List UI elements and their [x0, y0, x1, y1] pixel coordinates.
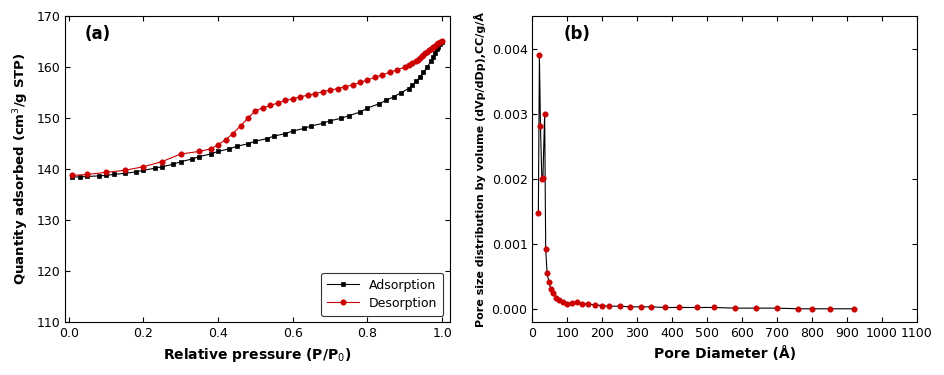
- Text: (b): (b): [564, 25, 590, 43]
- Line: Desorption: Desorption: [70, 38, 445, 178]
- Text: (a): (a): [84, 25, 110, 43]
- Adsorption: [407, 83, 418, 87]
- Y-axis label: Quantity adsorbed (cm$^3$/g STP): Quantity adsorbed (cm$^3$/g STP): [11, 53, 31, 285]
- Desorption: [429, 44, 440, 48]
- Adsorption: [343, 113, 354, 118]
- Adsorption: [250, 139, 261, 144]
- Adsorption: [380, 98, 392, 103]
- Adsorption: [362, 106, 373, 110]
- Adsorption: [336, 116, 347, 120]
- Adsorption: [224, 147, 235, 151]
- Adsorption: [403, 86, 414, 91]
- Adsorption: [325, 118, 336, 123]
- Desorption: [436, 38, 447, 43]
- Adsorption: [149, 166, 160, 171]
- Adsorption: [388, 94, 399, 99]
- Desorption: [392, 68, 403, 72]
- Adsorption: [194, 154, 205, 159]
- Adsorption: [108, 172, 119, 177]
- Adsorption: [205, 152, 216, 156]
- Adsorption: [317, 121, 329, 126]
- Adsorption: [354, 110, 365, 114]
- Adsorption: [287, 129, 298, 133]
- Adsorption: [427, 55, 438, 59]
- Adsorption: [231, 144, 243, 148]
- Adsorption: [243, 141, 254, 146]
- Adsorption: [93, 174, 104, 178]
- Adsorption: [157, 165, 168, 169]
- Adsorption: [75, 175, 86, 179]
- Adsorption: [186, 157, 197, 161]
- Adsorption: [119, 171, 130, 176]
- Adsorption: [373, 102, 384, 106]
- Adsorption: [261, 136, 272, 141]
- Adsorption: [268, 134, 279, 138]
- Adsorption: [100, 173, 111, 178]
- X-axis label: Pore Diameter (Å): Pore Diameter (Å): [653, 346, 796, 361]
- Adsorption: [396, 90, 407, 95]
- Desorption: [138, 165, 149, 169]
- Adsorption: [430, 47, 442, 51]
- Adsorption: [168, 162, 179, 166]
- Y-axis label: Pore size distribution by volume (dVp/dDp),CC/g/Å: Pore size distribution by volume (dVp/dD…: [474, 12, 486, 327]
- Desorption: [295, 94, 306, 99]
- Adsorption: [306, 124, 317, 128]
- Adsorption: [425, 59, 436, 63]
- Adsorption: [436, 39, 447, 44]
- Adsorption: [434, 42, 446, 46]
- Adsorption: [67, 175, 78, 179]
- Adsorption: [414, 75, 426, 80]
- Adsorption: [138, 168, 149, 172]
- Adsorption: [82, 174, 93, 179]
- Adsorption: [175, 159, 186, 164]
- Adsorption: [298, 126, 310, 131]
- Adsorption: [212, 149, 224, 154]
- Desorption: [67, 173, 78, 178]
- Adsorption: [418, 70, 430, 75]
- Adsorption: [432, 45, 444, 49]
- Adsorption: [422, 65, 433, 69]
- Adsorption: [429, 51, 440, 55]
- Adsorption: [130, 170, 142, 174]
- Desorption: [279, 98, 291, 103]
- Adsorption: [279, 131, 291, 136]
- Adsorption: [411, 79, 422, 84]
- Desorption: [346, 83, 358, 87]
- X-axis label: Relative pressure (P/P$_0$): Relative pressure (P/P$_0$): [163, 346, 351, 364]
- Line: Adsorption: Adsorption: [70, 39, 445, 179]
- Legend: Adsorption, Desorption: Adsorption, Desorption: [321, 273, 444, 316]
